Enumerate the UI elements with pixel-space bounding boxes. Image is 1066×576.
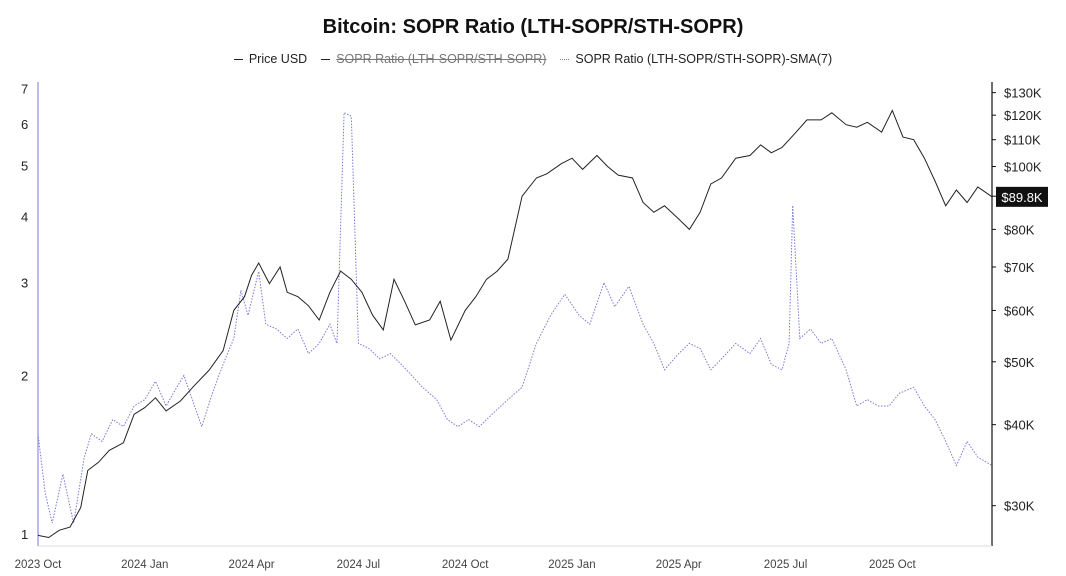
current-price-badge [996, 186, 1048, 207]
x-axis-tick-label: 2023 Oct [15, 559, 62, 571]
legend: Price USD SOPR Ratio (LTH-SOPR/STH-SOPR)… [0, 52, 1066, 66]
right-axis-tick-label: $70K [1004, 260, 1035, 275]
right-axis-tick-label: $100K [1004, 160, 1042, 175]
left-axis-tick-label: 1 [21, 527, 28, 542]
left-axis-tick-label: 6 [21, 117, 28, 132]
x-axis-tick-label: 2025 Oct [869, 559, 916, 571]
legend-item-sopr-sma[interactable]: SOPR Ratio (LTH-SOPR/STH-SOPR)-SMA(7) [560, 52, 832, 66]
legend-line-icon [233, 58, 243, 60]
x-axis-tick-label: 2024 Jan [121, 559, 168, 571]
right-axis-tick-label: $130K [1004, 86, 1042, 101]
left-axis-tick-label: 2 [21, 368, 28, 383]
legend-item-price[interactable]: Price USD [233, 52, 308, 66]
price-usd-series-line [37, 109, 993, 539]
legend-item-sopr-ratio[interactable]: SOPR Ratio (LTH-SOPR/STH-SOPR) [321, 52, 546, 66]
legend-dotted-line-icon [560, 58, 570, 60]
right-axis-tick-label: $60K [1004, 303, 1035, 318]
chart-title: Bitcoin: SOPR Ratio (LTH-SOPR/STH-SOPR) [322, 16, 744, 38]
left-axis-tick-label: 3 [21, 276, 28, 291]
right-axis-tick-label: $80K [1004, 222, 1035, 237]
x-axis-tick-label: 2025 Jul [764, 559, 807, 571]
left-axis-tick-label: 7 [21, 81, 28, 96]
left-axis-tick-label: 5 [21, 159, 28, 174]
right-axis-tick-label: $30K [1004, 499, 1035, 514]
x-axis-tick-label: 2025 Apr [656, 559, 702, 571]
x-axis-tick-label: 2024 Jul [337, 559, 380, 571]
legend-line-icon [321, 58, 331, 60]
legend-label: Price USD [248, 52, 308, 66]
x-axis-tick-label: 2024 Apr [229, 559, 275, 571]
x-axis-tick-label: 2025 Jan [548, 559, 595, 571]
right-axis-tick-label: $120K [1004, 108, 1042, 123]
right-axis-tick-label: $40K [1004, 418, 1035, 433]
right-axis-tick-label: $110K [1004, 133, 1041, 148]
legend-label: SOPR Ratio (LTH-SOPR/STH-SOPR)-SMA(7) [575, 52, 833, 66]
current-price-label: $89.8K [1001, 190, 1043, 205]
left-axis-tick-label: 4 [21, 210, 28, 225]
x-axis-tick-label: 2024 Oct [442, 559, 489, 571]
legend-label: SOPR Ratio (LTH-SOPR/STH-SOPR) [336, 52, 547, 66]
right-axis-tick-label: $50K [1004, 355, 1035, 370]
sopr-sma-series-line [37, 111, 993, 524]
